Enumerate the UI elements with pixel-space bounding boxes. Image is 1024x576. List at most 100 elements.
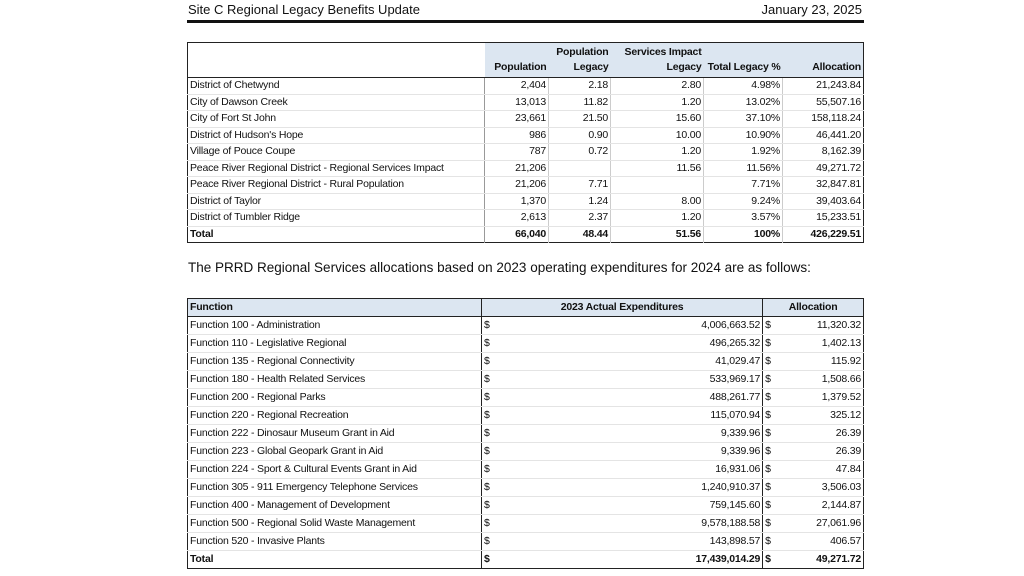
table-cell: 32,847.81 [782,176,864,194]
table-cell: Peace River Regional District - Regional… [187,160,485,177]
table-row: Function 520 - Invasive Plants $143,898.5… [187,532,864,551]
table-cell: 1.92% [703,143,783,161]
table-cell: $ [762,478,777,497]
column-header: Population [484,42,549,78]
table-cell: 23,661 [484,110,549,128]
table-row: Peace River Regional District - Regional… [187,160,864,177]
table-row: District of Tumbler Ridge 2,613 2.37 1.20 3.… [187,209,864,227]
table-cell: 41,029.47 [495,352,764,371]
total-row: Total $17,439,014.29 $49,271.72 [187,550,864,569]
table-cell: 9,339.96 [495,424,764,443]
table-cell: 1,370 [484,193,549,210]
table-cell: $ [481,316,496,335]
table-cell: $ [762,514,777,533]
table-cell [610,176,704,194]
table-row: Function 400 - Management of Development… [187,496,864,515]
table-cell: Function 400 - Management of Development [187,496,482,515]
blank-header [187,42,485,78]
table-cell: $ [481,496,496,515]
column-header: Function [187,298,482,317]
table-cell: $ [481,478,496,497]
table-row: Function 220 - Regional Recreation $115,0… [187,406,864,425]
table-cell: 1,240,910.37 [495,478,764,497]
table-cell: 9,339.96 [495,442,764,461]
table-cell: 426,229.51 [782,225,864,243]
table-cell: 115.92 [776,352,864,371]
table-cell: Function 200 - Regional Parks [187,388,482,407]
table-row: Function 200 - Regional Parks $488,261.77… [187,388,864,407]
table-cell: 2.18 [548,77,611,95]
table-cell [548,160,611,177]
table-cell: 4.98% [703,77,783,95]
table-cell: 48.44 [548,225,611,243]
table-cell: 787 [484,143,549,161]
table-cell: Function 100 - Administration [187,316,482,335]
table-cell: $ [481,550,496,569]
document-title: Site C Regional Legacy Benefits Update [188,2,420,17]
table-cell: $ [481,514,496,533]
table-cell: 9,578,188.58 [495,514,764,533]
table-cell: 2,404 [484,77,549,95]
table-cell: Function 520 - Invasive Plants [187,532,482,551]
table-cell: $ [762,388,777,407]
table-cell: City of Fort St John [187,110,485,128]
table-cell: 13,013 [484,94,549,111]
table-cell: 1,402.13 [776,334,864,353]
table-cell: 26.39 [776,424,864,443]
table-row: Function 223 - Global Geopark Grant in A… [187,442,864,461]
table-cell: 21,206 [484,176,549,194]
table-cell: 100% [703,225,783,243]
table-row: Function 135 - Regional Connectivity $41,… [187,352,864,371]
table-cell: Function 222 - Dinosaur Museum Grant in … [187,424,482,443]
table-cell: $ [762,316,777,335]
table-cell: 0.90 [548,127,611,144]
table-cell: 1.20 [610,94,704,111]
table-row: Function 500 - Regional Solid Waste Mana… [187,514,864,533]
table-cell: 2,144.87 [776,496,864,515]
table-row: Function 100 - Administration $4,006,663.… [187,316,864,335]
table-cell: 7.71 [548,176,611,194]
table-cell: 10.90% [703,127,783,144]
table-cell: 7.71% [703,176,783,194]
column-header: Allocation [782,42,864,78]
table-cell: 11.56 [610,160,704,177]
table-cell: 406.57 [776,532,864,551]
table-cell: $ [762,352,777,371]
table-row: Function 224 - Sport & Cultural Events G… [187,460,864,479]
table-cell: 26.39 [776,442,864,461]
table-cell: 21,206 [484,160,549,177]
table-cell: 21,243.84 [782,77,864,95]
table-cell: 8,162.39 [782,143,864,161]
allocation-description: The PRRD Regional Services allocations b… [188,260,811,275]
table-cell: $ [481,424,496,443]
table-cell: 16,931.06 [495,460,764,479]
page-header: Site C Regional Legacy Benefits Update J… [187,0,864,23]
table-cell: 11.56% [703,160,783,177]
table-cell: 10.00 [610,127,704,144]
table-cell: 47.84 [776,460,864,479]
table-cell: 39,403.64 [782,193,864,210]
table-cell: Function 224 - Sport & Cultural Events G… [187,460,482,479]
table-cell: 4,006,663.52 [495,316,764,335]
table-cell: Village of Pouce Coupe [187,143,485,161]
table-cell: 46,441.20 [782,127,864,144]
table-row: Function 110 - Legislative Regional $496,… [187,334,864,353]
table-cell: $ [762,550,777,569]
table-row: District of Chetwynd 2,404 2.18 2.80 4.98% 21… [187,77,864,95]
table-cell: $ [762,496,777,515]
table-cell: 15.60 [610,110,704,128]
table-cell: $ [481,460,496,479]
table-cell: 2.37 [548,209,611,227]
column-header: Allocation [762,298,864,317]
table-cell: 51.56 [610,225,704,243]
table-cell: 0.72 [548,143,611,161]
table-cell: 3,506.03 [776,478,864,497]
table-row: City of Fort St John 23,661 21.50 15.60 37.1… [187,110,864,128]
table-cell: Total [187,225,485,243]
table-cell: 49,271.72 [776,550,864,569]
table-row: City of Dawson Creek 13,013 11.82 1.20 13.02… [187,94,864,111]
table-cell: 488,261.77 [495,388,764,407]
table-header-row: Function 2023 Actual Expenditures Alloca… [187,298,864,317]
column-header: Population Legacy [548,42,611,78]
table-cell: 11.82 [548,94,611,111]
